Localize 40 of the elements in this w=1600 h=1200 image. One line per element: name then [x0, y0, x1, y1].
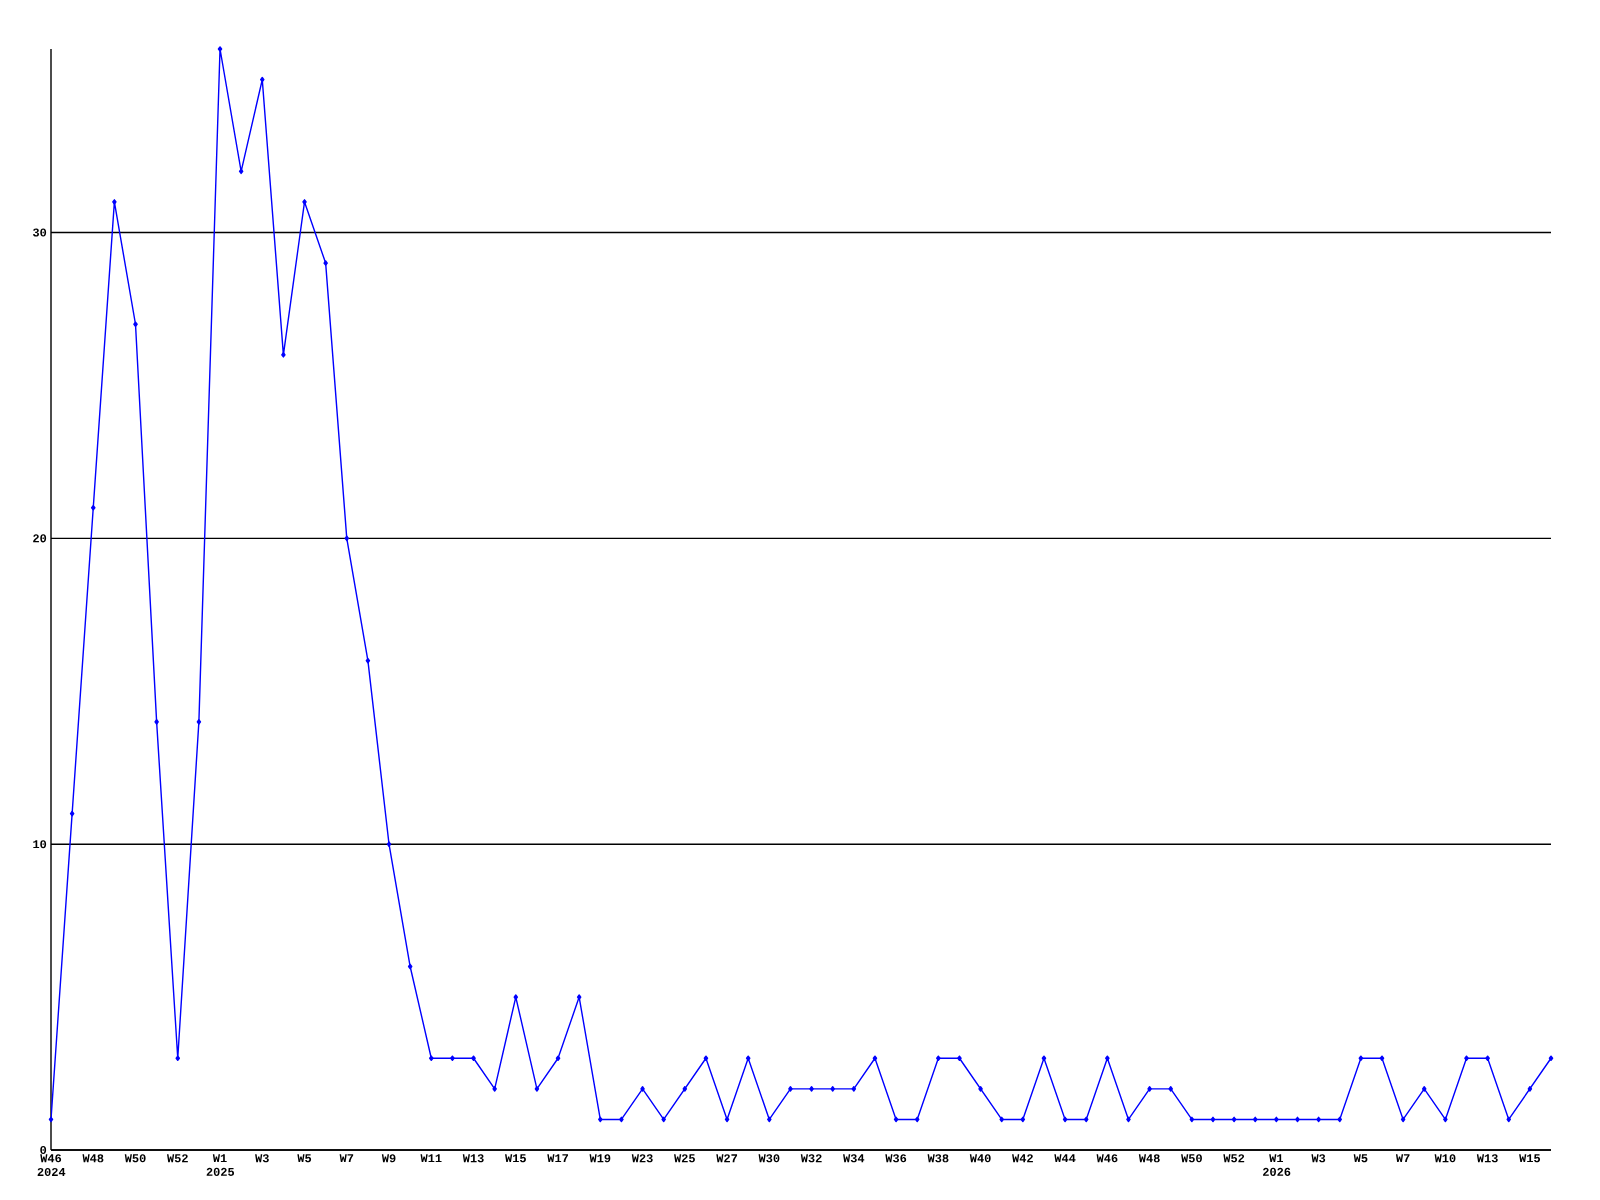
x-tick-label: W15: [1519, 1154, 1541, 1163]
y-tick-label: 30: [32, 228, 47, 237]
y-tick-label: 20: [33, 534, 47, 543]
y-tick-label: 0: [40, 1145, 47, 1155]
x-tick-label: W32: [800, 1154, 822, 1163]
x-tick-label: W25: [674, 1154, 695, 1163]
x-tick-label: W3: [1311, 1154, 1326, 1163]
x-tick-label: W52: [167, 1154, 188, 1163]
x-tick-label: W1 2025: [206, 1154, 235, 1176]
x-tick-label: W36: [885, 1154, 907, 1163]
x-tick-label: W30: [758, 1154, 780, 1163]
x-tick-label: W50: [124, 1154, 146, 1163]
x-tick-label: W44: [1054, 1154, 1076, 1163]
x-tick-label: W9: [381, 1154, 396, 1163]
x-tick-label: W46 2024: [37, 1154, 66, 1177]
x-tick-label: W48: [82, 1154, 104, 1163]
x-tick-label: W40: [969, 1154, 991, 1163]
x-tick-label: W23: [631, 1154, 653, 1163]
y-tick-label: 10: [33, 840, 47, 849]
x-tick-label: W46: [1096, 1154, 1118, 1163]
x-tick-label: W11: [420, 1154, 442, 1163]
x-tick-label: W19: [589, 1154, 611, 1163]
x-tick-label: W34: [843, 1154, 865, 1163]
x-tick-label: W10: [1434, 1154, 1456, 1163]
x-tick-label: W13: [1476, 1154, 1498, 1163]
x-tick-label: W1 2026: [1263, 1154, 1291, 1176]
x-tick-label: W48: [1138, 1154, 1160, 1163]
x-tick-label: W52: [1223, 1154, 1245, 1163]
x-tick-label: W5: [297, 1154, 312, 1163]
x-tick-label: W50: [1181, 1154, 1202, 1163]
x-tick-label: W13: [462, 1154, 484, 1163]
x-tick-label: W7: [1395, 1154, 1410, 1163]
x-tick-label: W7: [339, 1154, 354, 1163]
x-tick-label: W17: [547, 1154, 569, 1163]
x-tick-label: W3: [255, 1154, 269, 1163]
x-tick-label: W42: [1012, 1154, 1033, 1163]
x-tick-label: W27: [716, 1154, 738, 1163]
x-tick-label: W38: [927, 1154, 949, 1163]
x-tick-label: W5: [1353, 1154, 1368, 1163]
x-tick-label: W15: [505, 1154, 526, 1163]
